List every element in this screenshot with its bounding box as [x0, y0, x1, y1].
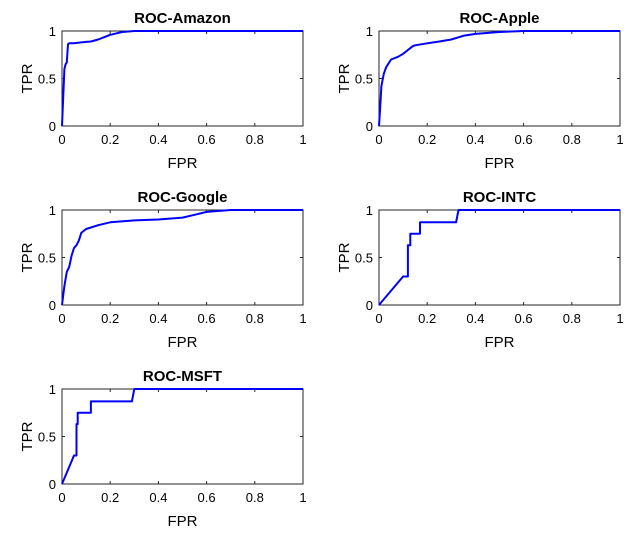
plot-area — [61, 209, 304, 306]
plot-area — [61, 388, 304, 485]
chart-roc-google: 0 0.2 0.4 0.6 0.8 1 0 0.5 1 ROC-Google FPR TPR — [19, 189, 307, 351]
plot-area — [61, 30, 304, 127]
y-tick-label: 0.5 — [355, 251, 373, 266]
x-axis-label: FPR — [168, 513, 198, 530]
x-tick-label: 0.8 — [563, 132, 581, 147]
y-tick-label: 0 — [49, 298, 56, 313]
chart-title: ROC-Google — [138, 189, 228, 206]
y-tick-label: 0 — [49, 477, 56, 492]
roc-curve-line — [61, 388, 303, 485]
y-tick-label: 0.5 — [355, 72, 373, 87]
x-tick-label: 1 — [616, 311, 623, 326]
y-tick-label: 0 — [366, 119, 373, 134]
x-tick-label: 0.6 — [515, 311, 533, 326]
x-tick-label: 0.8 — [246, 490, 264, 505]
x-tick-label: 0.2 — [101, 490, 119, 505]
x-tick-label: 0 — [375, 311, 382, 326]
x-tick-label: 0.4 — [149, 132, 167, 147]
x-tick-label: 0.8 — [246, 311, 264, 326]
x-tick-label: 0.6 — [515, 132, 533, 147]
chart-roc-apple: 0 0.2 0.4 0.6 0.8 1 0 0.5 1 ROC-Apple FPR TPR — [336, 10, 624, 172]
x-tick-label: 1 — [299, 311, 306, 326]
x-axis-label: FPR — [485, 334, 515, 351]
x-tick-label: 0.2 — [101, 311, 119, 326]
roc-curve-line — [378, 209, 620, 306]
y-tick-label: 1 — [49, 382, 56, 397]
chart-title: ROC-INTC — [463, 189, 536, 206]
x-tick-label: 0.4 — [149, 490, 167, 505]
x-tick-label: 0.8 — [246, 132, 264, 147]
x-tick-label: 0.4 — [466, 132, 484, 147]
y-tick-label: 0.5 — [38, 72, 56, 87]
roc-curve-line — [61, 30, 303, 127]
chart-title: ROC-Apple — [460, 10, 540, 27]
x-axis-label: FPR — [168, 155, 198, 172]
y-tick-label: 1 — [366, 24, 373, 39]
x-tick-label: 0.6 — [198, 311, 216, 326]
x-tick-label: 0 — [58, 132, 65, 147]
chart-title: ROC-Amazon — [134, 10, 231, 27]
y-axis-label: TPR — [19, 63, 36, 93]
y-axis-label: TPR — [19, 421, 36, 451]
x-tick-label: 0 — [58, 490, 65, 505]
x-tick-label: 0.2 — [101, 132, 119, 147]
x-tick-label: 0.6 — [198, 490, 216, 505]
y-tick-label: 0.5 — [38, 430, 56, 445]
y-tick-label: 0 — [366, 298, 373, 313]
chart-title: ROC-MSFT — [143, 368, 222, 385]
x-axis-label: FPR — [485, 155, 515, 172]
y-axis-label: TPR — [336, 63, 353, 93]
x-tick-label: 1 — [299, 490, 306, 505]
x-axis-label: FPR — [168, 334, 198, 351]
y-tick-label: 1 — [366, 203, 373, 218]
roc-curve-line — [61, 209, 303, 306]
y-tick-label: 0 — [49, 119, 56, 134]
x-tick-label: 0 — [375, 132, 382, 147]
x-tick-label: 0.4 — [149, 311, 167, 326]
x-tick-label: 0.2 — [418, 311, 436, 326]
y-tick-label: 1 — [49, 203, 56, 218]
y-tick-label: 1 — [49, 24, 56, 39]
chart-roc-intc: 0 0.2 0.4 0.6 0.8 1 0 0.5 1 ROC-INTC FPR TPR — [336, 189, 624, 351]
plot-area — [378, 209, 621, 306]
x-tick-label: 0.6 — [198, 132, 216, 147]
y-axis-label: TPR — [336, 242, 353, 272]
x-tick-label: 0.4 — [466, 311, 484, 326]
chart-roc-amazon: 0 0.2 0.4 0.6 0.8 1 0 0.5 1 ROC-Amazon FPR TPR — [19, 10, 307, 172]
roc-curve-line — [378, 30, 620, 127]
x-tick-label: 1 — [616, 132, 623, 147]
x-tick-label: 0.2 — [418, 132, 436, 147]
x-tick-label: 0.8 — [563, 311, 581, 326]
x-tick-label: 0 — [58, 311, 65, 326]
y-axis-label: TPR — [19, 242, 36, 272]
y-tick-label: 0.5 — [38, 251, 56, 266]
x-tick-label: 1 — [299, 132, 306, 147]
chart-roc-msft: 0 0.2 0.4 0.6 0.8 1 0 0.5 1 ROC-MSFT FPR TPR — [19, 368, 307, 530]
